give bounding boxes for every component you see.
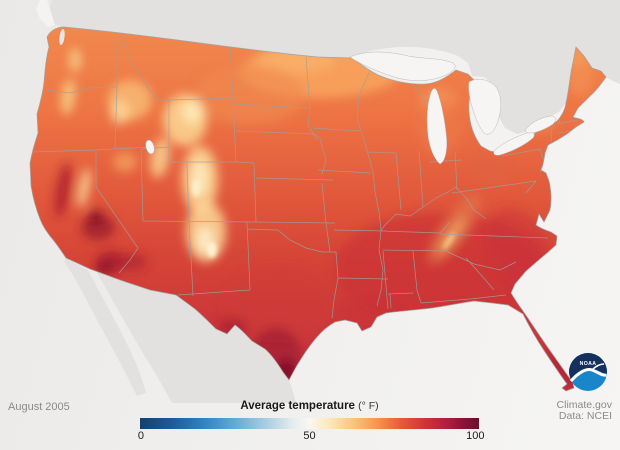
- noaa-logo-icon: NOAA: [569, 353, 607, 391]
- legend-units: (° F): [358, 400, 379, 412]
- canada-region: [48, 0, 620, 134]
- date-label: August 2005: [8, 401, 70, 413]
- puget-sound: [59, 29, 65, 45]
- legend-title-text: Average temperature: [240, 400, 355, 412]
- credit-source: Climate.gov: [556, 399, 612, 411]
- mexico-region: [96, 271, 296, 403]
- baja-peninsula: [64, 258, 146, 396]
- legend-title: Average temperature (° F): [140, 400, 479, 415]
- lake-huron: [468, 79, 501, 135]
- credit-data: Data: NCEI: [558, 409, 612, 422]
- noaa-fan: [569, 353, 607, 381]
- credits: Climate.gov Data: NCEI: [557, 400, 612, 421]
- colorbar-legend: Average temperature (° F) 0 50 100: [137, 400, 485, 444]
- noaa-gull-wing: [591, 363, 605, 371]
- great-lakes: [59, 29, 556, 165]
- colorbar-ticks: 0 50 100: [137, 430, 485, 444]
- noaa-logo-text: NOAA: [580, 361, 597, 367]
- lake-superior: [349, 51, 456, 81]
- tick-min: 0: [137, 430, 144, 442]
- lake-ontario: [525, 115, 556, 134]
- tick-max: 100: [466, 430, 485, 442]
- lake-erie: [493, 132, 535, 156]
- lake-michigan: [426, 88, 447, 165]
- great-salt-lake: [145, 139, 155, 155]
- state-borders: [30, 32, 579, 319]
- colorbar: [140, 418, 479, 429]
- tick-mid: 50: [303, 430, 316, 442]
- vancouver-island: [36, 0, 55, 27]
